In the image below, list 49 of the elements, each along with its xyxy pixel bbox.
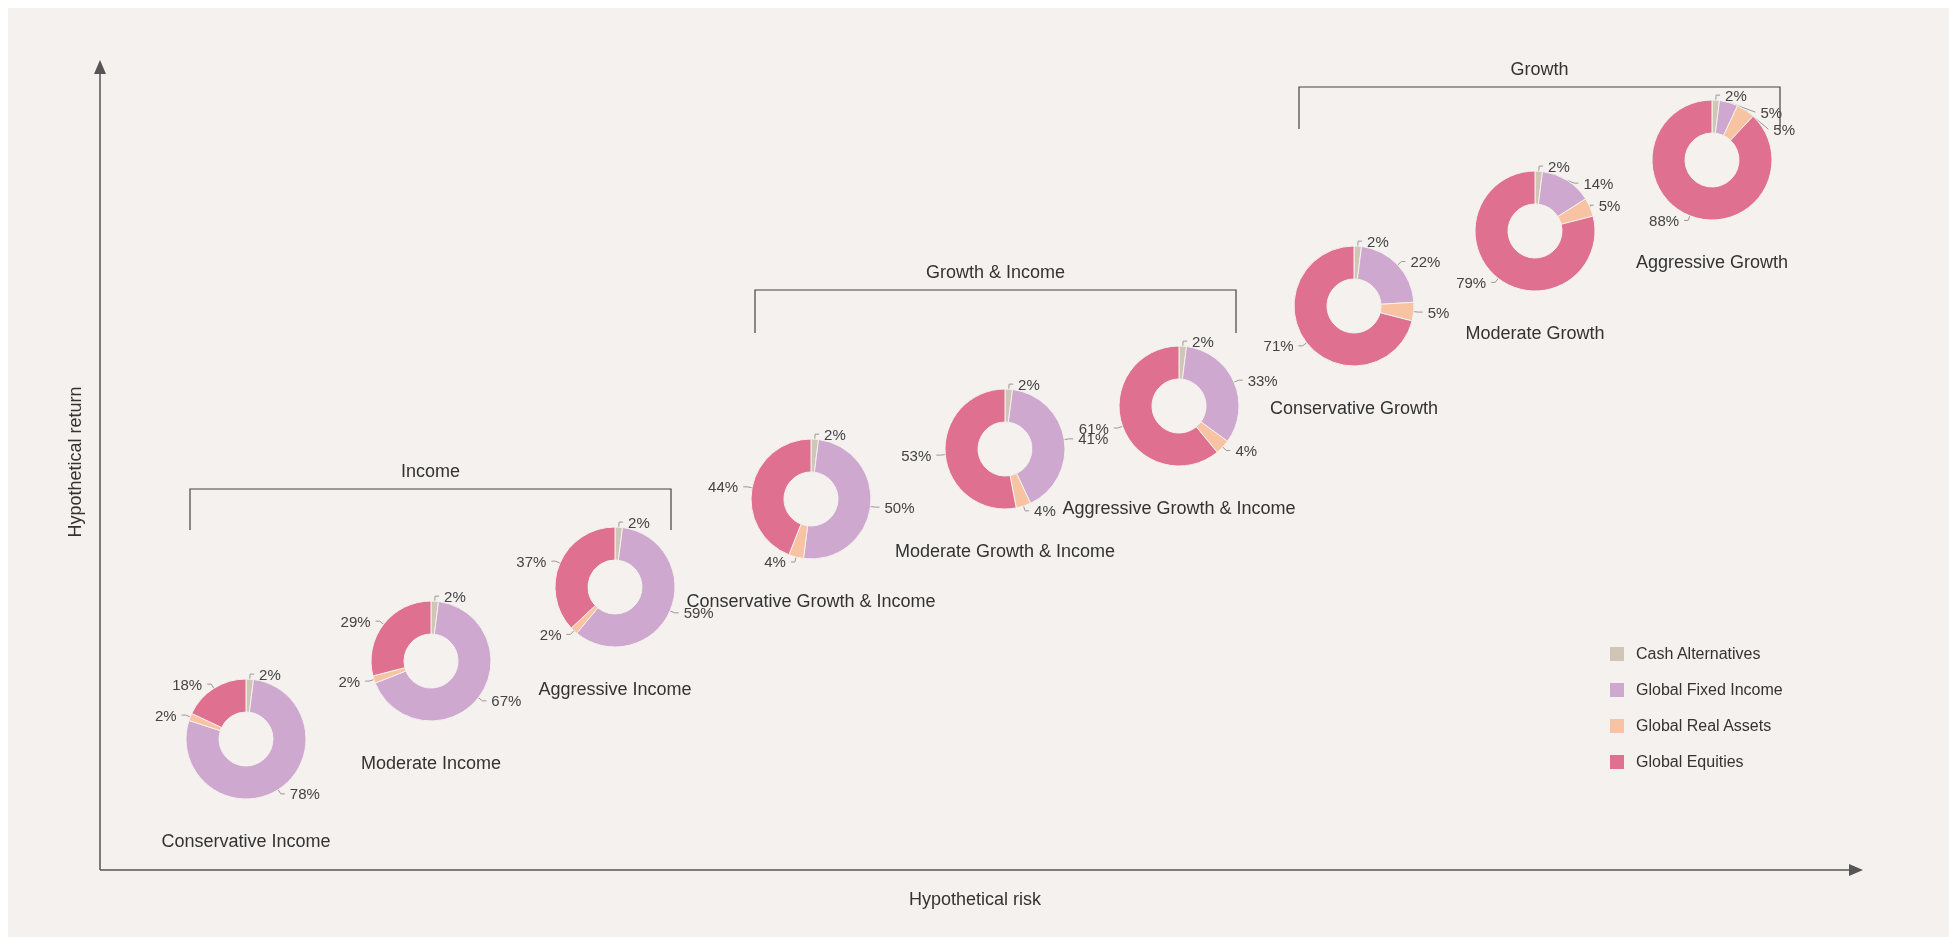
- legend-label: Global Equities: [1636, 753, 1744, 771]
- text: Moderate Growth & Income: [894, 541, 1116, 561]
- data-label: 14%: [1583, 174, 1614, 192]
- text: Hypothetical return: [65, 386, 85, 538]
- data-label: 71%: [1263, 337, 1294, 355]
- text: Hypothetical risk: [908, 889, 1043, 909]
- text: Aggressive Growth & Income: [1062, 498, 1296, 518]
- data-label: 88%: [1649, 211, 1680, 229]
- data-label: 2%: [824, 425, 846, 443]
- text: Moderate Income: [360, 753, 502, 773]
- legend-label: Global Fixed Income: [1636, 681, 1783, 699]
- text: Aggressive Income: [538, 679, 692, 699]
- data-label: 37%: [516, 552, 547, 570]
- data-label: 5%: [1598, 196, 1621, 214]
- data-label: 22%: [1410, 253, 1441, 270]
- text: Growth: [1510, 59, 1569, 79]
- data-label: 2%: [1548, 157, 1570, 175]
- data-label: 2%: [338, 672, 361, 690]
- data-label: 29%: [340, 612, 371, 630]
- data-label: 5%: [1773, 120, 1796, 138]
- data-label: 67%: [491, 692, 522, 710]
- data-label: 50%: [884, 498, 915, 516]
- data-label: 2%: [1725, 86, 1747, 104]
- text: Conservative Income: [161, 831, 331, 851]
- text: Aggressive Growth: [1635, 252, 1789, 272]
- data-label: 4%: [1235, 442, 1258, 459]
- data-label: 2%: [444, 587, 466, 605]
- data-label: 4%: [1034, 502, 1056, 520]
- data-label: 2%: [259, 665, 281, 683]
- data-label: 79%: [1456, 273, 1487, 291]
- legend-label: Global Real Assets: [1636, 717, 1772, 735]
- text: Moderate Growth: [1465, 323, 1605, 343]
- data-label: 2%: [154, 706, 177, 724]
- data-label: 5%: [1427, 303, 1450, 321]
- legend-label: Cash Alternatives: [1636, 645, 1761, 663]
- text: Conservative Growth: [1269, 398, 1439, 418]
- data-label: 2%: [539, 625, 562, 643]
- data-label: 4%: [764, 553, 786, 571]
- data-label: 44%: [708, 478, 739, 496]
- data-label: 78%: [289, 785, 320, 803]
- data-label: 53%: [901, 446, 932, 464]
- data-label: 2%: [1018, 375, 1040, 393]
- data-label: 2%: [1367, 232, 1389, 250]
- text: Income: [400, 461, 461, 481]
- data-label: 2%: [628, 513, 650, 531]
- data-label: 18%: [172, 675, 203, 693]
- data-label: 2%: [1192, 332, 1214, 350]
- text: Growth & Income: [925, 262, 1066, 282]
- data-label: 33%: [1247, 371, 1278, 389]
